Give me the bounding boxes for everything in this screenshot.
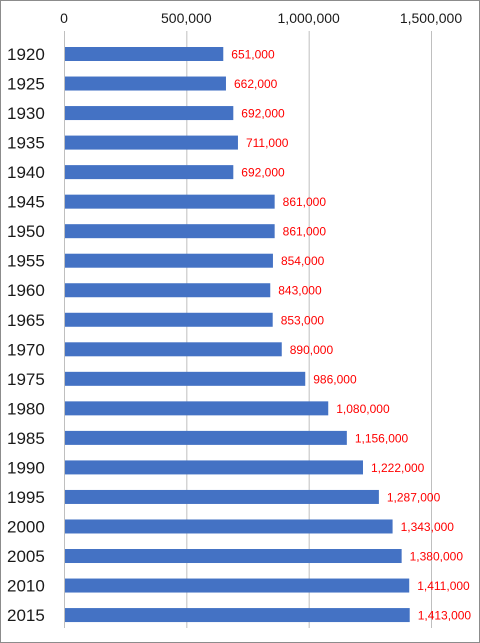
category-label: 2015 (7, 606, 45, 625)
category-label: 1985 (7, 429, 45, 448)
data-label: 890,000 (290, 343, 334, 357)
x-tick-label: 1,000,000 (278, 10, 340, 26)
bar (65, 47, 224, 61)
x-tick-label: 500,000 (161, 10, 212, 26)
bar (65, 401, 329, 416)
bar (65, 549, 402, 564)
bar (65, 578, 410, 593)
category-label: 1930 (7, 104, 45, 123)
x-tick-label: 1,500,000 (400, 10, 462, 26)
category-label: 1935 (7, 134, 45, 153)
data-label: 692,000 (241, 107, 285, 121)
data-labels: 651,000 662,000 692,000 711,000 692,000 861,0… (231, 48, 471, 623)
bar (65, 135, 238, 150)
category-label: 1955 (7, 252, 45, 271)
category-label: 1970 (7, 340, 45, 359)
data-label: 1,411,000 (417, 579, 470, 593)
category-label: 1920 (7, 45, 45, 64)
category-label: 1950 (7, 222, 45, 241)
bar (65, 253, 273, 268)
category-label: 1975 (7, 370, 45, 389)
bar (65, 608, 410, 623)
data-label: 854,000 (281, 254, 325, 268)
bar (65, 283, 271, 298)
category-label: 1965 (7, 311, 45, 330)
category-label: 1995 (7, 488, 45, 507)
data-label: 861,000 (283, 195, 327, 209)
category-label: 1990 (7, 458, 45, 477)
x-tick-label: 0 (60, 10, 68, 26)
x-axis-ticks: 0 500,000 1,000,000 1,500,000 (60, 10, 462, 26)
data-label: 711,000 (246, 136, 289, 150)
data-label: 662,000 (234, 77, 278, 91)
category-label: 1960 (7, 281, 45, 300)
category-labels: 1920 1925 1930 1935 1940 1945 1950 1955 1960 1965… (7, 45, 45, 625)
bar (65, 460, 363, 475)
bar (65, 519, 393, 534)
data-label: 986,000 (313, 372, 357, 386)
bar (65, 224, 275, 239)
category-label: 1940 (7, 163, 45, 182)
data-label: 1,287,000 (387, 490, 441, 504)
data-label: 1,156,000 (355, 431, 409, 445)
bar (65, 165, 234, 180)
data-label: 843,000 (278, 284, 322, 298)
category-label: 2010 (7, 577, 45, 596)
bar (65, 76, 226, 91)
category-label: 1980 (7, 399, 45, 418)
data-label: 651,000 (231, 48, 275, 62)
bar (65, 430, 347, 445)
data-label: 1,222,000 (371, 461, 425, 475)
category-label: 1925 (7, 75, 45, 94)
data-label: 692,000 (241, 166, 285, 180)
category-label: 1945 (7, 193, 45, 212)
category-label: 2005 (7, 547, 45, 566)
category-label: 2000 (7, 517, 45, 536)
bar (65, 312, 273, 327)
bar (65, 106, 234, 121)
bar (65, 489, 379, 504)
data-label: 1,413,000 (418, 609, 472, 623)
data-label: 1,080,000 (336, 402, 390, 416)
bar (65, 371, 306, 386)
bar (65, 342, 282, 357)
data-label: 861,000 (283, 225, 327, 239)
bars (65, 47, 410, 623)
data-label: 1,343,000 (401, 520, 455, 534)
bar (65, 194, 275, 209)
data-label: 1,380,000 (410, 550, 464, 564)
data-label: 853,000 (281, 313, 325, 327)
